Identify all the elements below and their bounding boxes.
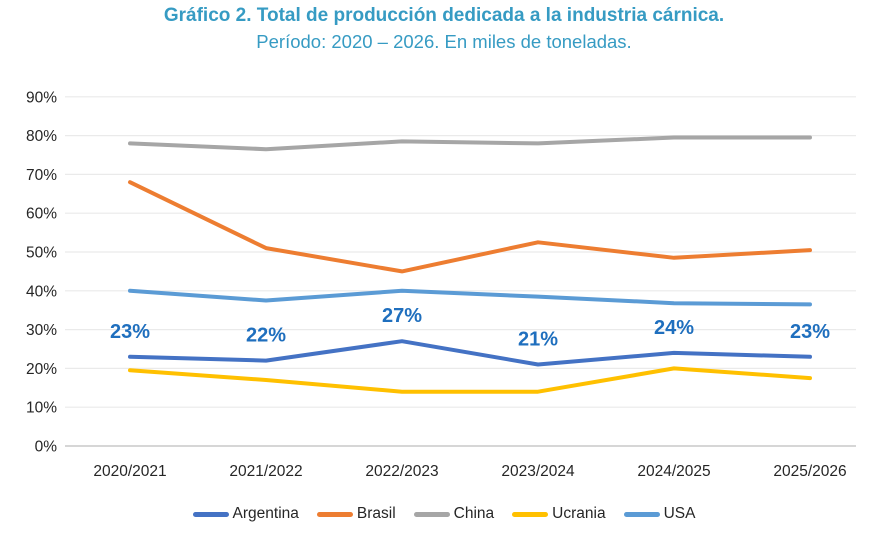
legend-swatch-argentina	[192, 511, 229, 517]
data-label: 22%	[246, 325, 286, 347]
legend-item-china: China	[413, 505, 495, 523]
chart-title: Gráfico 2. Total de producción dedicada …	[163, 5, 725, 26]
y-tick-label: 50%	[26, 245, 57, 262]
data-label: 24%	[654, 317, 694, 339]
data-label: 27%	[382, 305, 422, 327]
series-line-usa	[128, 288, 812, 307]
chart-legend: Argentina Brasil China Ucrania USA	[0, 501, 888, 527]
legend-item-ucrania: Ucrania	[512, 505, 606, 523]
legend-swatch-ucrania	[512, 511, 549, 517]
x-axis-label: 2023/2024	[501, 463, 575, 480]
x-axis-label: 2024/2025	[637, 463, 710, 480]
legend-item-usa: USA	[623, 505, 696, 523]
legend-label: Argentina	[232, 505, 299, 522]
series-line-brasil	[128, 180, 812, 274]
y-tick-label: 60%	[26, 206, 57, 223]
data-label: 23%	[110, 321, 150, 343]
x-axis-label: 2022/2023	[365, 463, 438, 480]
x-axis-label: 2025/2026	[773, 463, 846, 480]
y-tick-label: 80%	[26, 128, 57, 145]
y-tick-label: 30%	[26, 322, 57, 339]
legend-item-brasil: Brasil	[316, 505, 396, 523]
series-line-ucrania	[128, 366, 812, 394]
y-tick-label: 20%	[26, 361, 57, 378]
x-axis-label: 2020/2021	[93, 463, 166, 480]
legend-swatch-usa	[623, 511, 660, 517]
series-line-argentina	[128, 339, 812, 367]
chart-subtitle: Período: 2020 – 2026. En miles de tonela…	[256, 31, 632, 52]
data-label: 23%	[790, 321, 830, 343]
legend-swatch-brasil	[316, 511, 353, 517]
legend-label: USA	[663, 505, 696, 522]
chart-plot-area: 0% 10% 20% 30% 40% 50% 60% 70% 80% 90% 2020/2021 20…	[26, 89, 856, 480]
y-tick-label: 90%	[26, 89, 57, 106]
legend-label: Brasil	[356, 505, 396, 522]
y-tick-label: 70%	[26, 167, 57, 184]
y-tick-label: 10%	[26, 400, 57, 417]
legend-swatch-china	[413, 511, 450, 517]
legend-label: Ucrania	[552, 505, 606, 522]
legend-item-argentina: Argentina	[192, 505, 299, 523]
y-tick-label: 40%	[26, 283, 57, 300]
series-line-china	[128, 135, 812, 152]
x-axis-label: 2021/2022	[229, 463, 302, 480]
legend-label: China	[453, 505, 495, 522]
y-tick-label: 0%	[35, 439, 58, 456]
data-label: 21%	[518, 329, 558, 351]
